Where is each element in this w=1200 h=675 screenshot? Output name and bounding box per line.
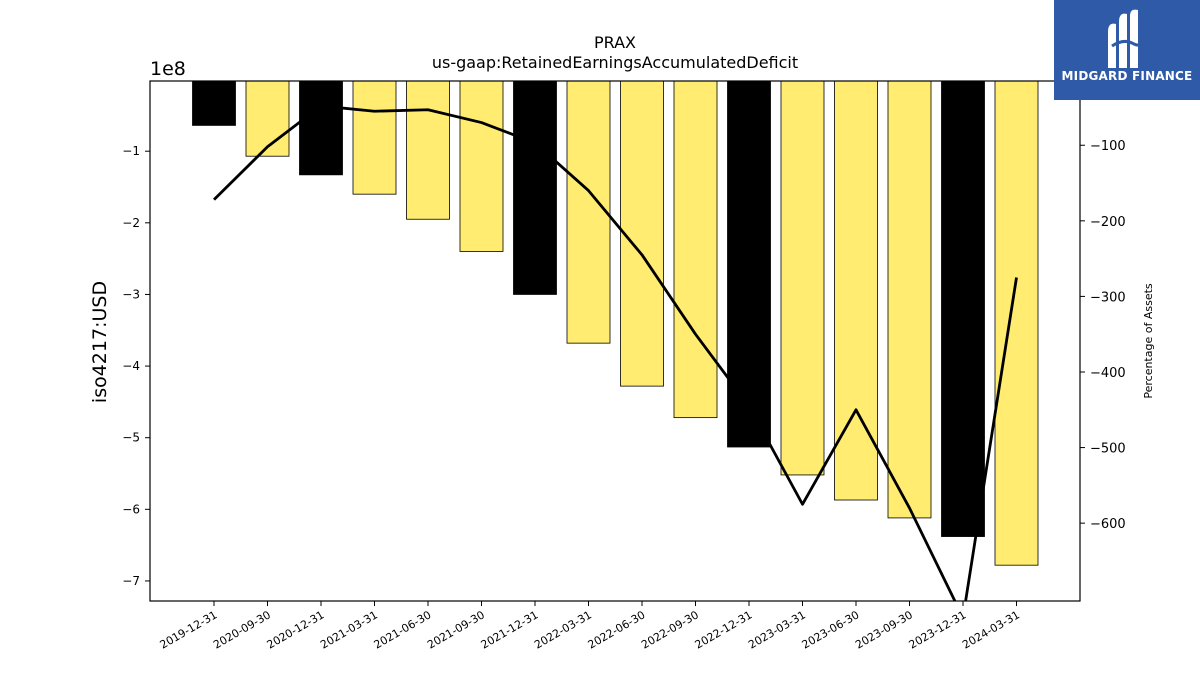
y-ticks-group: −1 −2 −3 −4 −5 −6 −7	[122, 144, 150, 588]
y2-ticks-group: −100 −200 −300 −400 −500 −600	[1080, 139, 1126, 532]
x-ticks-group: 2019-12-312020-09-302020-12-312021-03-31…	[158, 601, 1022, 652]
x-tick-label: 2023-03-31	[746, 608, 808, 651]
chart-subtitle: us-gaap:RetainedEarningsAccumulatedDefic…	[432, 53, 798, 72]
brand-logo: MIDGARD FINANCE	[1054, 0, 1200, 100]
bar-2023-03-31	[780, 80, 825, 476]
bar-2023-06-30	[834, 80, 878, 501]
x-tick-label: 2020-09-30	[211, 608, 273, 651]
bar-2021-12-31	[513, 80, 557, 295]
x-tick-label: 2021-03-31	[318, 608, 380, 651]
y2-tick-label: −100	[1090, 139, 1126, 154]
bar-2019-12-31	[192, 80, 236, 126]
bars-group	[192, 80, 1039, 566]
percentage-of-assets-line	[213, 104, 1018, 601]
x-tick-label: 2022-03-31	[532, 608, 594, 651]
logo-text: MIDGARD FINANCE	[1061, 69, 1193, 83]
y2-tick-label: −600	[1090, 517, 1126, 532]
x-tick-label: 2023-06-30	[800, 608, 862, 651]
x-tick-label: 2019-12-31	[158, 608, 220, 651]
line-group	[213, 104, 1018, 601]
logo-mark-icon	[1108, 9, 1148, 69]
bar-2022-03-31	[566, 80, 611, 344]
y-tick-label: −6	[122, 502, 140, 516]
x-tick-label: 2022-09-30	[639, 608, 701, 651]
bar-2022-12-31	[727, 80, 771, 448]
bar-2022-06-30	[620, 80, 664, 387]
chart-title: PRAX	[594, 33, 636, 52]
y2-axis-label: Percentage of Assets	[1142, 283, 1155, 399]
y2-tick-label: −300	[1090, 290, 1126, 305]
x-tick-label: 2024-03-31	[960, 608, 1022, 651]
y-tick-label: −5	[122, 431, 140, 445]
y2-tick-label: −500	[1090, 442, 1126, 457]
bar-2020-09-30	[245, 80, 290, 157]
y-tick-label: −3	[122, 287, 140, 301]
bar-2023-12-31	[941, 80, 985, 537]
y-axis-label: iso4217:USD	[89, 281, 111, 403]
bar-2024-03-31	[994, 80, 1039, 566]
y2-tick-label: −200	[1090, 215, 1126, 230]
y-tick-label: −1	[122, 144, 140, 158]
y-tick-label: −4	[122, 359, 140, 373]
y-tick-label: −2	[122, 216, 140, 230]
x-tick-label: 2023-09-30	[853, 608, 915, 651]
x-tick-label: 2022-12-31	[693, 608, 755, 651]
x-tick-label: 2021-06-30	[372, 608, 434, 651]
bar-2021-06-30	[406, 80, 450, 220]
x-tick-label: 2021-12-31	[479, 608, 541, 651]
bar-2023-09-30	[887, 80, 932, 519]
x-tick-label: 2020-12-31	[265, 608, 327, 651]
bar-2022-09-30	[673, 80, 718, 419]
x-tick-label: 2022-06-30	[586, 608, 648, 651]
x-tick-label: 2023-12-31	[907, 608, 969, 651]
y2-tick-label: −400	[1090, 366, 1126, 381]
bar-2020-12-31	[299, 80, 343, 176]
bar-2021-03-31	[352, 80, 397, 195]
x-tick-label: 2021-09-30	[425, 608, 487, 651]
y-axis-multiplier: 1e8	[150, 58, 186, 80]
plot-frame	[149, 80, 1081, 602]
bar-2021-09-30	[459, 80, 504, 252]
y-tick-label: −7	[122, 574, 140, 588]
